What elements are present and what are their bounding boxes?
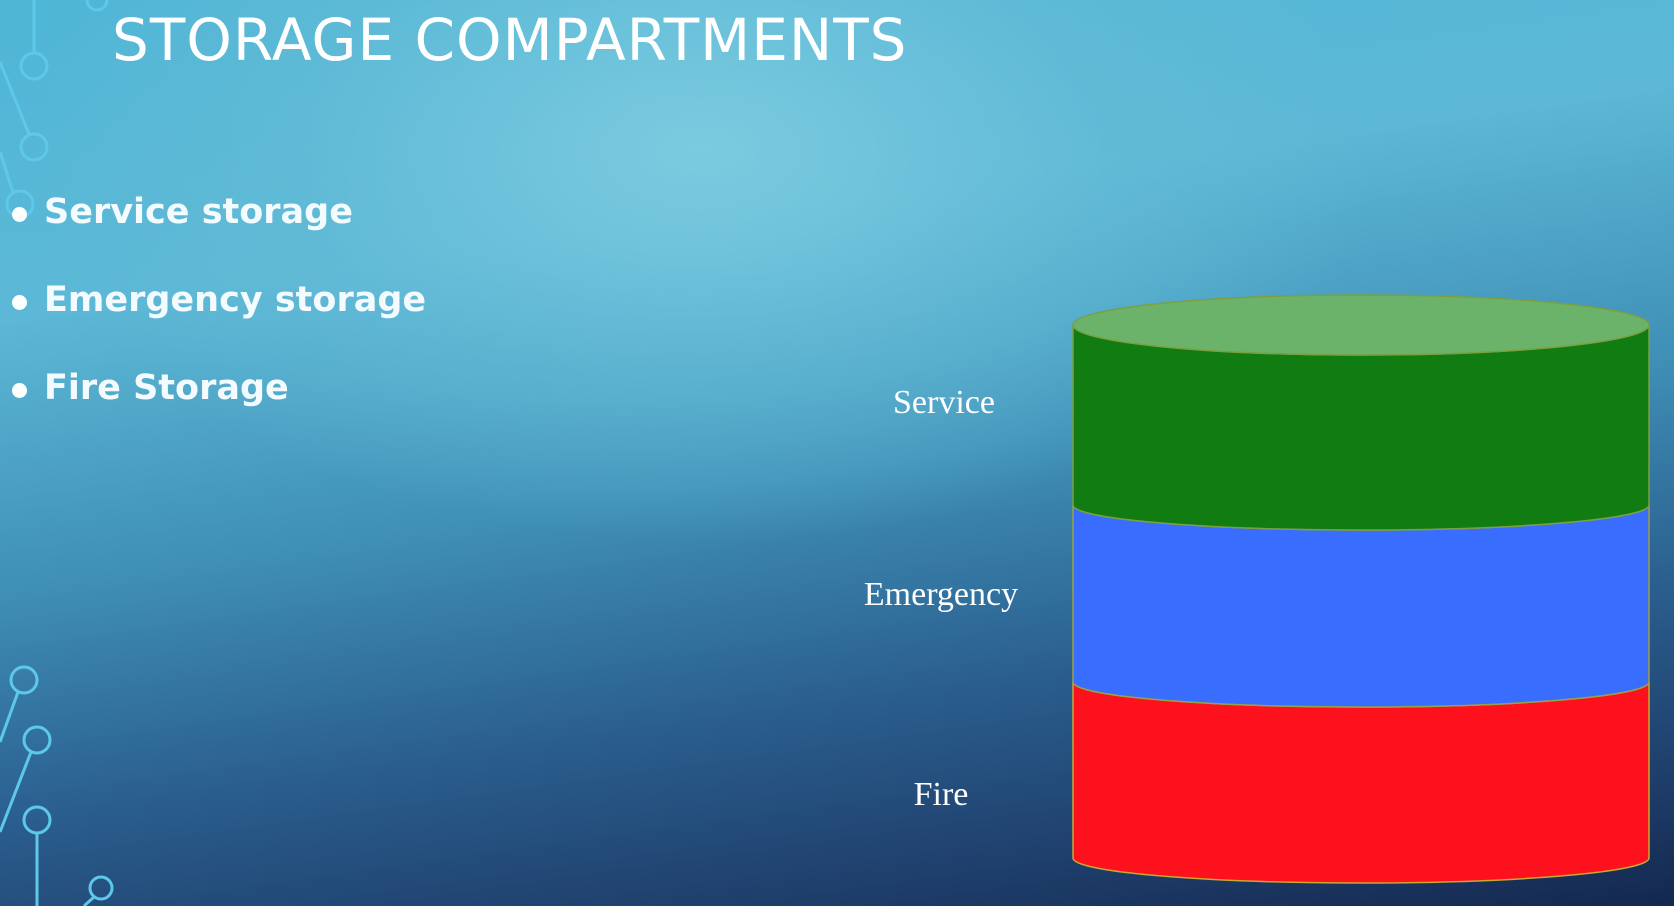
cylinder-layer-emergency [1072, 504, 1650, 708]
layer-label-service: Service [893, 384, 995, 421]
layer-label-fire: Fire [913, 776, 969, 813]
cylinder-top [1072, 294, 1650, 356]
bullet-dot-icon [12, 207, 27, 222]
cylinder-layer-fire [1072, 681, 1650, 884]
bullet-dot-icon [12, 295, 27, 310]
slide-title: STORAGE COMPARTMENTS [112, 6, 908, 74]
bullet-dot-icon [12, 383, 27, 398]
bullet-item-service: Service storage [0, 192, 426, 280]
bullet-text: Fire Storage [44, 368, 289, 408]
bullet-list: Service storage Emergency storage Fire S… [0, 192, 426, 456]
bullet-item-emergency: Emergency storage [0, 280, 426, 368]
bullet-item-fire: Fire Storage [0, 368, 426, 456]
bullet-text: Emergency storage [44, 280, 427, 320]
bullet-text: Service storage [44, 192, 353, 232]
layer-label-emergency: Emergency [863, 576, 1019, 613]
